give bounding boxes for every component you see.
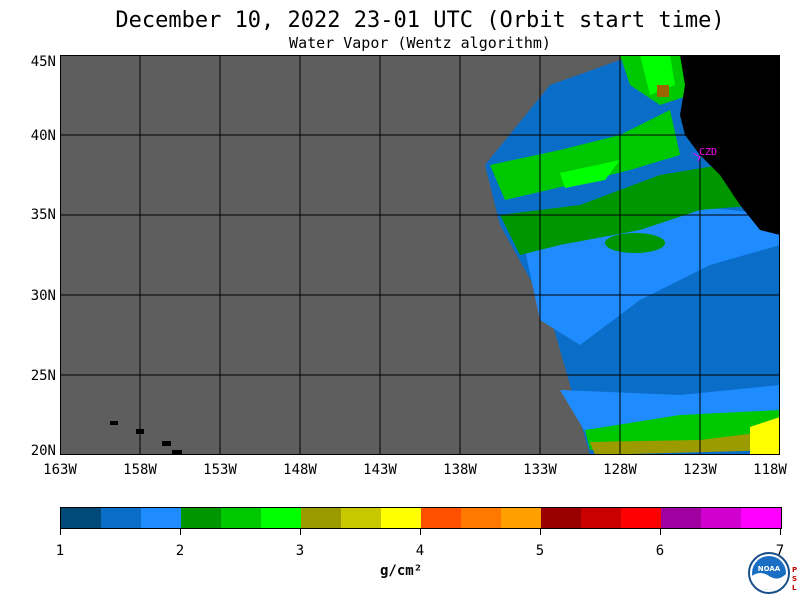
lat-label-40n: 40N [30,128,56,144]
colorbar-tick [660,528,661,535]
lon-label-148w: 148W [283,462,317,478]
colorbar-segment [101,508,141,528]
colorbar-tick [300,528,301,535]
lon-label-138w: 138W [443,462,477,478]
map-subtitle: Water Vapor (Wentz algorithm) [289,34,551,52]
swath-region-olive [590,430,780,455]
hawaiian-islands [110,421,182,455]
colorbar-segment [501,508,541,528]
colorbar-segment [461,508,501,528]
island-hawaii [172,450,182,455]
colorbar-label-7: 7 [775,543,785,559]
swath-region-yellow [750,417,780,455]
lon-label-133w: 133W [523,462,557,478]
colorbar-segment [541,508,581,528]
lon-label-128w: 128W [603,462,637,478]
colorbar-segment [701,508,741,528]
colorbar [60,507,782,529]
swath-region-green [490,110,680,200]
colorbar-segment [661,508,701,528]
colorbar-segment [341,508,381,528]
map-title: December 10, 2022 23-01 UTC (Orbit start… [115,8,725,33]
lon-label-118w: 118W [753,462,787,478]
colorbar-tick [180,528,181,535]
colorbar-segment [141,508,181,528]
lon-label-153w: 153W [203,462,237,478]
swath-region-brown-spot [657,85,669,97]
lat-label-35n: 35N [30,207,56,223]
colorbar-units: g/cm² [380,563,423,579]
swath-region-brightgreen-2 [560,160,620,188]
colorbar-label-5: 5 [535,543,545,559]
colorbar-label-1: 1 [55,543,65,559]
lat-label-25n: 25N [30,368,56,384]
island-kauai [110,421,118,425]
colorbar-tick [540,528,541,535]
noaa-logo-text: NOAA [758,565,781,573]
colorbar-label-4: 4 [415,543,425,559]
swath-region-green-patch [605,233,665,253]
colorbar-segment [621,508,661,528]
colorbar-segment [421,508,461,528]
noaa-logo-icon: NOAA [748,552,790,594]
station-label: CZD [699,147,717,158]
colorbar-segment [301,508,341,528]
lat-label-20n: 20N [30,443,56,459]
swath-region-darkgreen [500,165,760,255]
colorbar-tick [60,528,61,535]
colorbar-segment [221,508,261,528]
colorbar-segment [741,508,781,528]
swath-region-lightblue [525,205,780,345]
colorbar-segment [61,508,101,528]
map-svg [60,55,780,455]
lat-label-45n: 45N [30,54,56,70]
station-label-text: CZD [699,147,718,158]
lat-lon-grid [60,55,780,455]
colorbar-segment [261,508,301,528]
colorbar-tick [420,528,421,535]
lon-label-123w: 123W [683,462,717,478]
colorbar-tick [780,528,781,535]
colorbar-segment [581,508,621,528]
water-vapor-map [60,55,780,455]
lon-label-158w: 158W [123,462,157,478]
lon-label-163w: 163W [43,462,77,478]
colorbar-segment [381,508,421,528]
psl-side-text: PSL [792,566,798,592]
island-maui [162,441,171,446]
lon-label-143w: 143W [363,462,397,478]
lat-label-30n: 30N [30,288,56,304]
station-marker [692,152,701,162]
colorbar-segment [181,508,221,528]
colorbar-label-6: 6 [655,543,665,559]
land-north-america [680,55,780,235]
colorbar-label-2: 2 [175,543,185,559]
colorbar-label-3: 3 [295,543,305,559]
